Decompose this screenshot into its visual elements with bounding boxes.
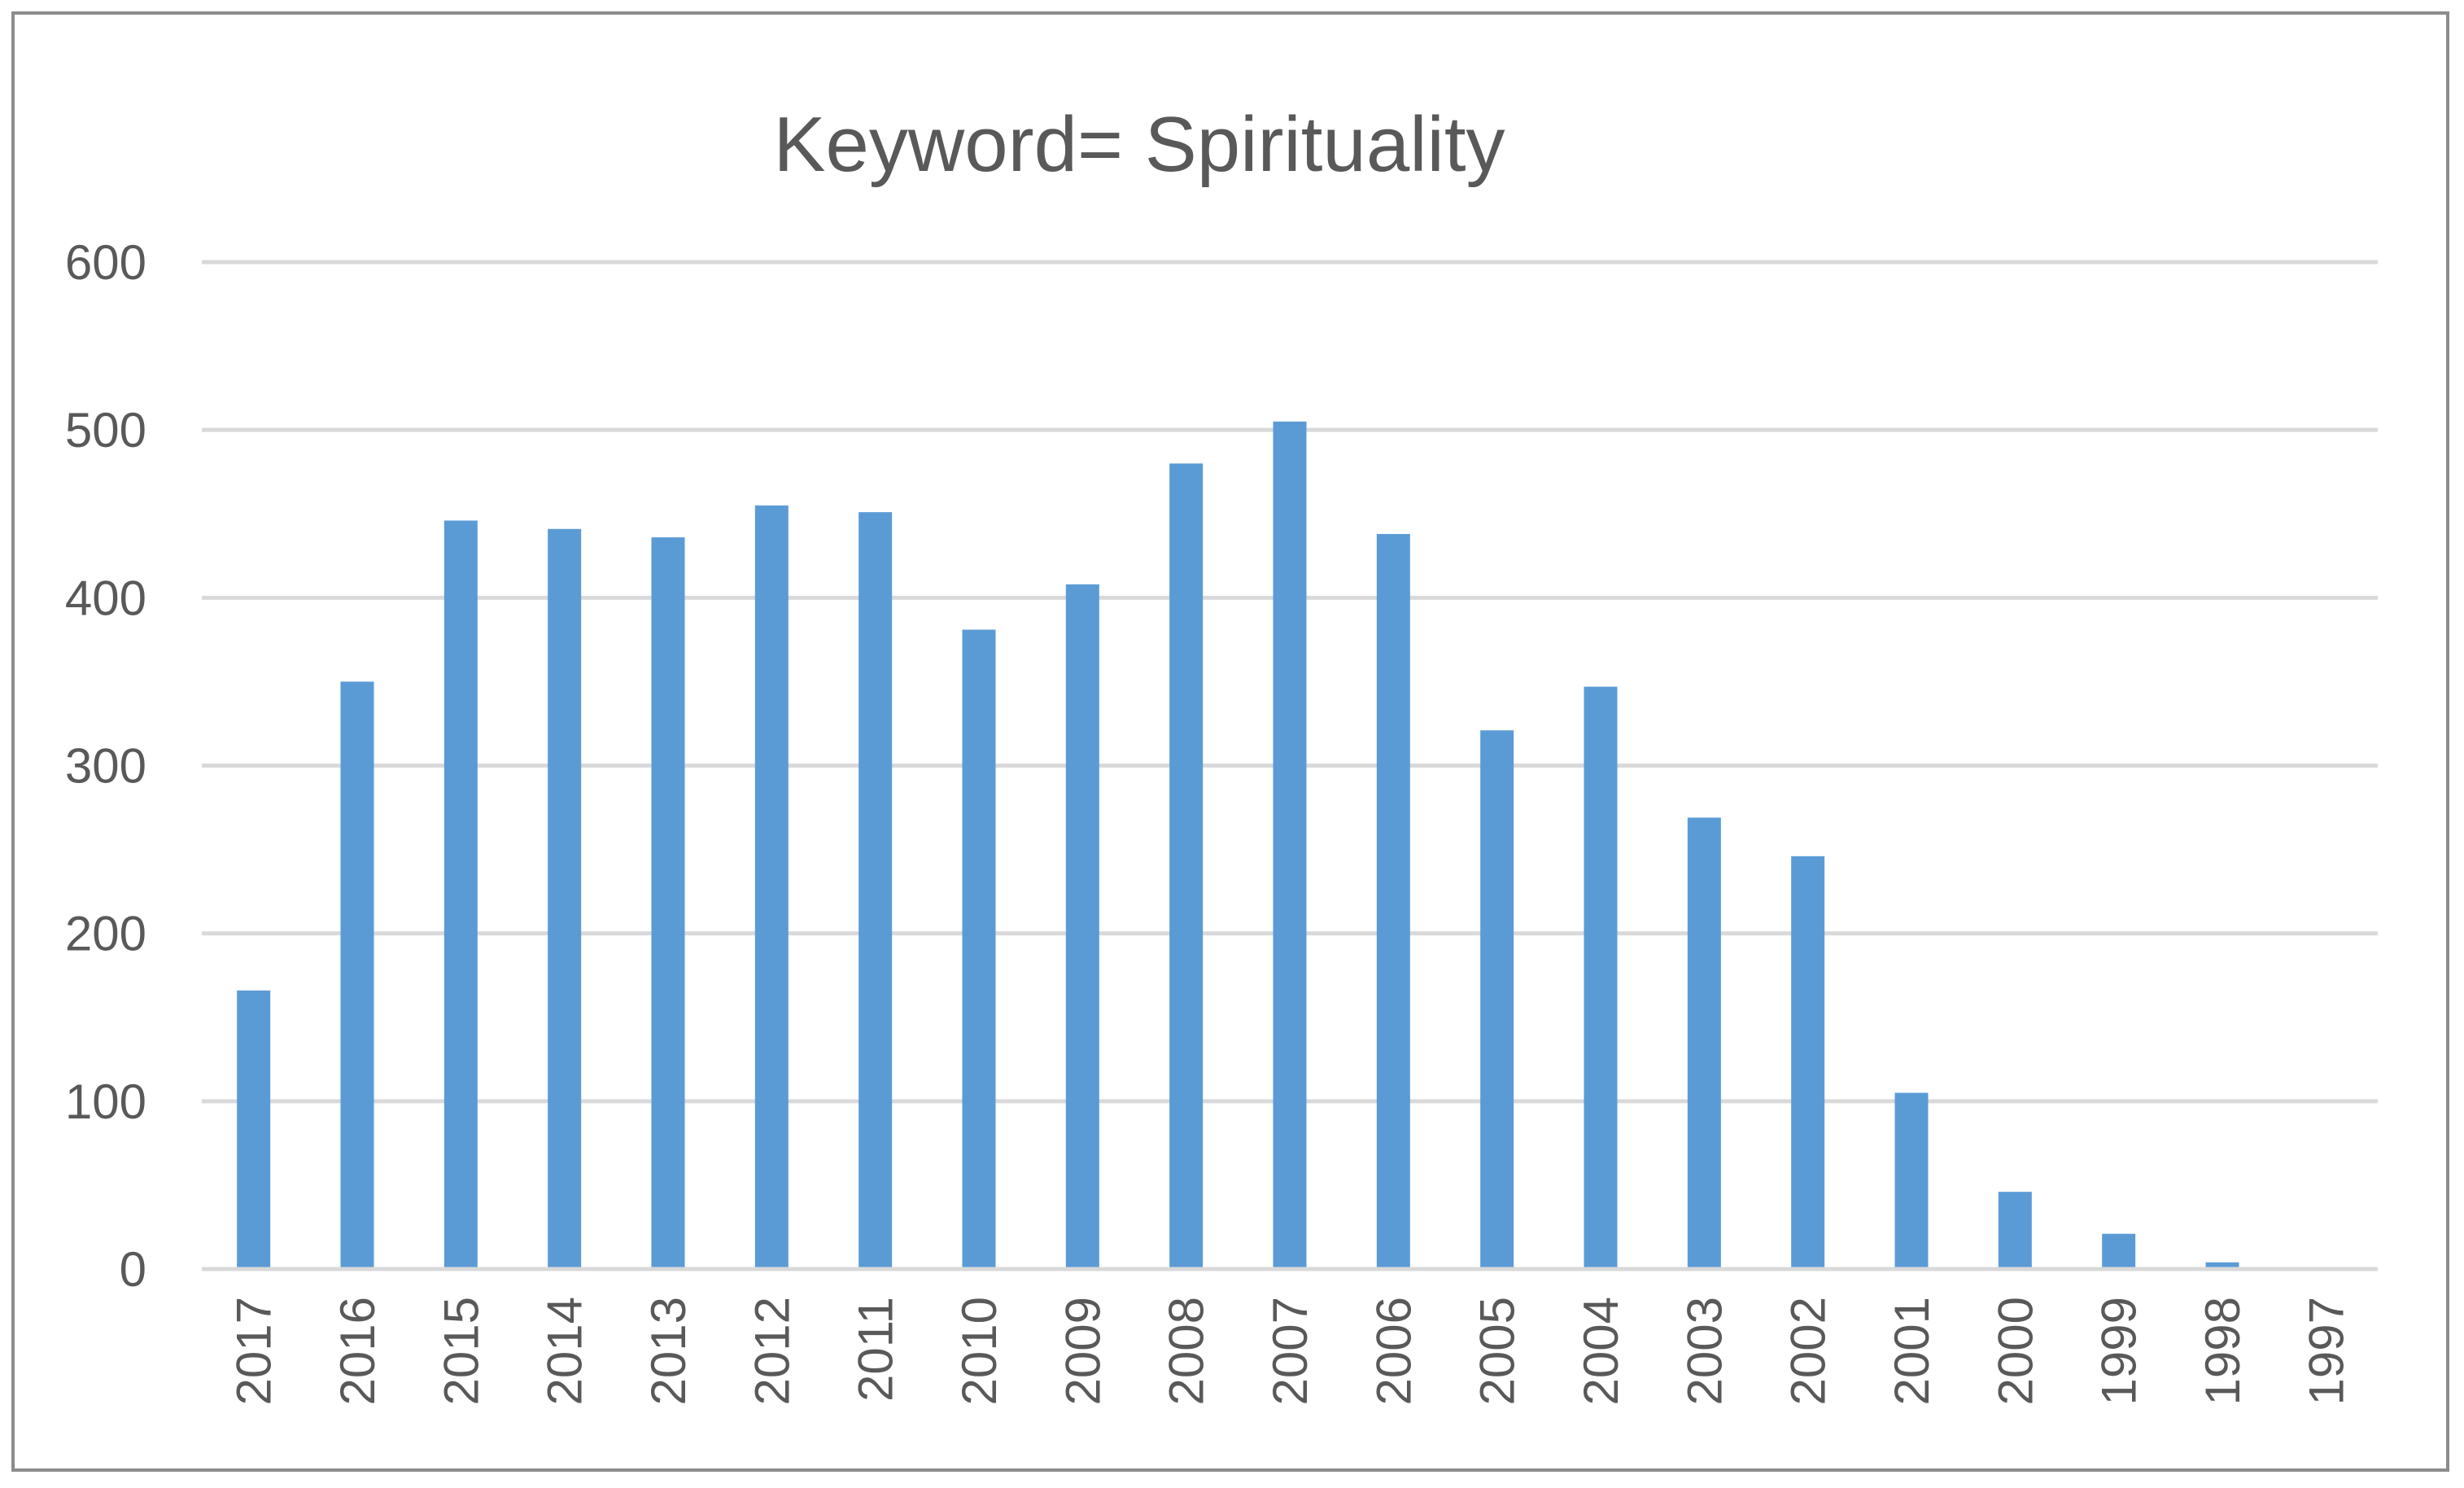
- bar-2015: [443, 520, 478, 1269]
- y-tick-label: 100: [65, 1074, 146, 1129]
- x-tick-label: 2003: [1677, 1297, 1732, 1405]
- x-tick-label: 2007: [1263, 1297, 1317, 1405]
- x-tick-label: 2001: [1885, 1297, 1939, 1405]
- x-tick-label: 2009: [1055, 1297, 1110, 1405]
- bar-1999: [2102, 1233, 2136, 1269]
- bars: [237, 421, 2239, 1269]
- bar-2009: [1065, 584, 1099, 1269]
- x-tick-label: 1999: [2092, 1297, 2147, 1405]
- bar-1998: [2205, 1262, 2239, 1269]
- y-tick-label: 500: [65, 403, 146, 457]
- y-tick-label: 300: [65, 739, 146, 794]
- x-axis-ticks: 2017 2016 2015 2014 2013 2012 2011 2010 2009 2008…: [227, 1297, 2354, 1405]
- bar-2007: [1273, 421, 1307, 1269]
- x-tick-label: 2014: [538, 1297, 592, 1405]
- x-tick-label: 2006: [1366, 1297, 1421, 1405]
- bar-2008: [1169, 463, 1204, 1269]
- x-tick-label: 2011: [849, 1297, 903, 1402]
- x-tick-label: 2013: [641, 1297, 696, 1405]
- y-tick-label: 400: [65, 571, 146, 625]
- y-tick-label: 600: [65, 235, 146, 290]
- bar-2011: [858, 512, 893, 1269]
- y-tick-label: 0: [120, 1242, 146, 1297]
- x-tick-label: 2015: [434, 1297, 488, 1405]
- x-tick-label: 2012: [745, 1297, 799, 1405]
- bar-2000: [1998, 1192, 2032, 1269]
- bar-2001: [1894, 1092, 1929, 1269]
- bar-2017: [237, 990, 271, 1269]
- bar-2016: [340, 681, 374, 1269]
- chart-title: Keyword= Spirituality: [773, 101, 1505, 188]
- bar-2002: [1791, 856, 1825, 1269]
- x-tick-label: 2010: [952, 1297, 1007, 1405]
- x-tick-label: 2002: [1781, 1297, 1836, 1405]
- y-axis-ticks: 0 100 200 300 400 500 600: [65, 235, 146, 1297]
- bar-2013: [651, 537, 685, 1269]
- x-tick-label: 2005: [1470, 1297, 1525, 1405]
- x-tick-label: 1997: [2299, 1297, 2353, 1405]
- chart-frame: [11, 11, 2449, 1472]
- x-tick-label: 1998: [2195, 1297, 2250, 1405]
- bar-2006: [1376, 533, 1410, 1269]
- x-tick-label: 2016: [330, 1297, 385, 1405]
- bar-2012: [754, 505, 789, 1269]
- bar-2004: [1584, 686, 1618, 1269]
- bar-2005: [1480, 730, 1514, 1269]
- x-tick-label: 2017: [227, 1297, 282, 1405]
- bar-2014: [548, 528, 582, 1269]
- x-tick-label: 2004: [1574, 1297, 1628, 1405]
- x-tick-label: 2000: [1988, 1297, 2042, 1405]
- x-tick-label: 2008: [1160, 1297, 1214, 1405]
- y-tick-label: 200: [65, 907, 146, 961]
- bar-2010: [962, 629, 996, 1269]
- bar-2003: [1687, 817, 1721, 1269]
